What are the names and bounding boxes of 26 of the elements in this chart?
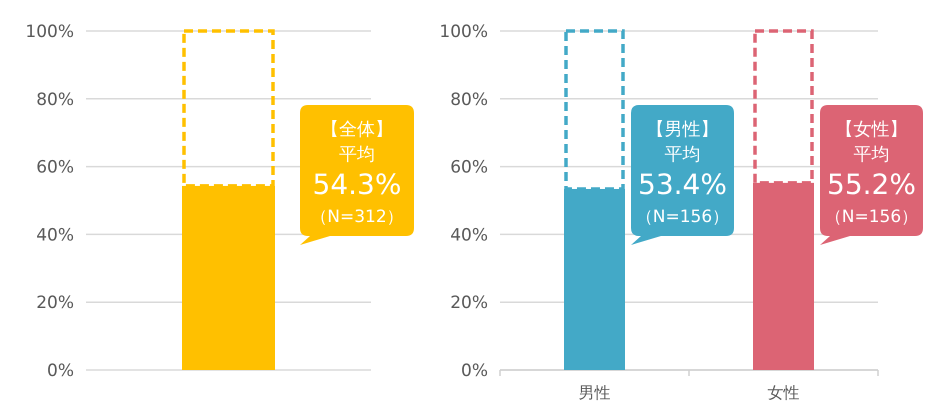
annotation: 54.3% (312, 168, 402, 201)
annotation: 平均 (854, 144, 890, 165)
x-tick-label: 女性 (768, 383, 800, 402)
y-tick-label: 80% (450, 90, 488, 110)
annotation: 【女性】 (836, 119, 908, 140)
y-tick-label: 100% (439, 22, 488, 42)
annotation: （N=312） (310, 207, 404, 227)
y-tick-label: 60% (36, 158, 74, 178)
y-tick-label: 40% (450, 225, 488, 246)
annotation: （N=156） (636, 207, 730, 227)
x-tick-label: 男性 (578, 383, 610, 402)
y-tick-label: 0% (47, 360, 74, 381)
annotation: 55.2% (827, 168, 916, 201)
y-tick-label: 40% (36, 225, 74, 246)
annotation: 平均 (339, 144, 375, 165)
y-tick-label: 20% (450, 293, 488, 314)
y-tick-label: 80% (36, 90, 74, 110)
annotation: 53.4% (638, 168, 727, 201)
annotation: （N=156） (824, 207, 918, 227)
y-tick-label: 0% (461, 360, 488, 381)
annotation: 【男性】 (646, 119, 718, 140)
y-tick-label: 60% (450, 158, 488, 178)
annotation: 平均 (664, 144, 700, 165)
y-tick-label: 20% (36, 293, 74, 314)
y-tick-label: 100% (25, 22, 74, 42)
annotation: 【全体】 (321, 119, 393, 140)
